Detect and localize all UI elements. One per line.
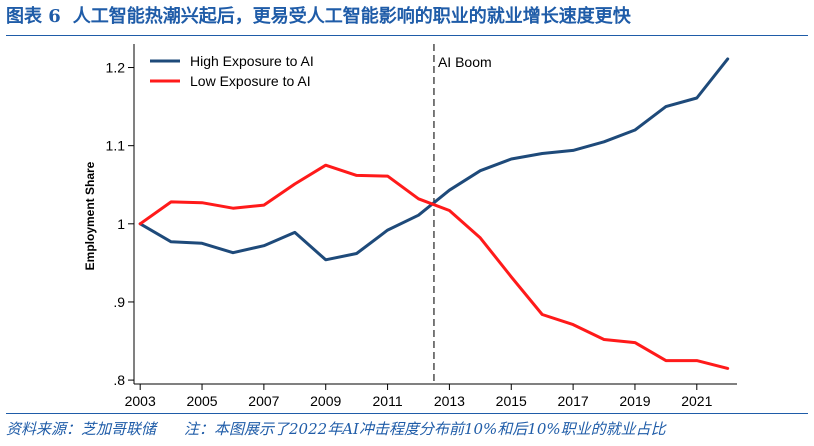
axes: .8 .9 1 1.1 1.2 2003 2005 2007 2009 2011 2013 2015 2… xyxy=(83,44,737,409)
annotation-group: AI Boom xyxy=(433,44,492,384)
figure-title-text: 人工智能热潮兴起后，更易受人工智能影响的职业的就业增长速度更快 xyxy=(72,6,631,27)
source-text: 资料来源：芝加哥联储 xyxy=(6,420,157,438)
legend-label: Low Exposure to AI xyxy=(190,73,311,89)
legend: High Exposure to AI Low Exposure to AI xyxy=(150,53,314,89)
x-tick-label: 2009 xyxy=(310,393,341,409)
title-divider xyxy=(6,35,808,36)
y-tick-label: 1.1 xyxy=(106,138,126,154)
y-axis-title: Employment Share xyxy=(83,161,97,270)
series-group xyxy=(138,57,730,370)
x-tick-label: 2015 xyxy=(496,393,527,409)
x-tick-label: 2019 xyxy=(619,393,650,409)
line-chart: .8 .9 1 1.1 1.2 2003 2005 2007 2009 2011 2013 2015 2… xyxy=(83,44,737,409)
figure-label: 图表 6 xyxy=(6,6,61,27)
x-tick-label: 2005 xyxy=(186,393,217,409)
x-tick-label: 2003 xyxy=(125,393,156,409)
x-tick-label: 2017 xyxy=(558,393,589,409)
y-tick-label: 1 xyxy=(117,216,125,232)
x-tick-label: 2013 xyxy=(434,393,465,409)
legend-label: High Exposure to AI xyxy=(190,53,314,69)
ai-boom-label: AI Boom xyxy=(438,54,492,70)
footnote-text: 注：本图展示了2022年AI冲击程度分布前10%和后10%职业的就业占比 xyxy=(184,420,666,438)
figure-title: 图表 6 人工智能热潮兴起后，更易受人工智能影响的职业的就业增长速度更快 xyxy=(6,4,806,30)
source-note: 资料来源：芝加哥联储 注：本图展示了2022年AI冲击程度分布前10%和后10%职… xyxy=(6,416,808,442)
x-tick-label: 2007 xyxy=(248,393,279,409)
y-tick-label: 1.2 xyxy=(106,60,126,76)
high-exposure-line xyxy=(138,57,730,262)
y-tick-label: .8 xyxy=(113,372,125,388)
low-exposure-line xyxy=(138,163,730,370)
y-tick-label: .9 xyxy=(113,294,125,310)
footer-divider xyxy=(6,413,808,414)
x-tick-label: 2011 xyxy=(373,393,403,409)
x-tick-label: 2021 xyxy=(681,393,712,409)
